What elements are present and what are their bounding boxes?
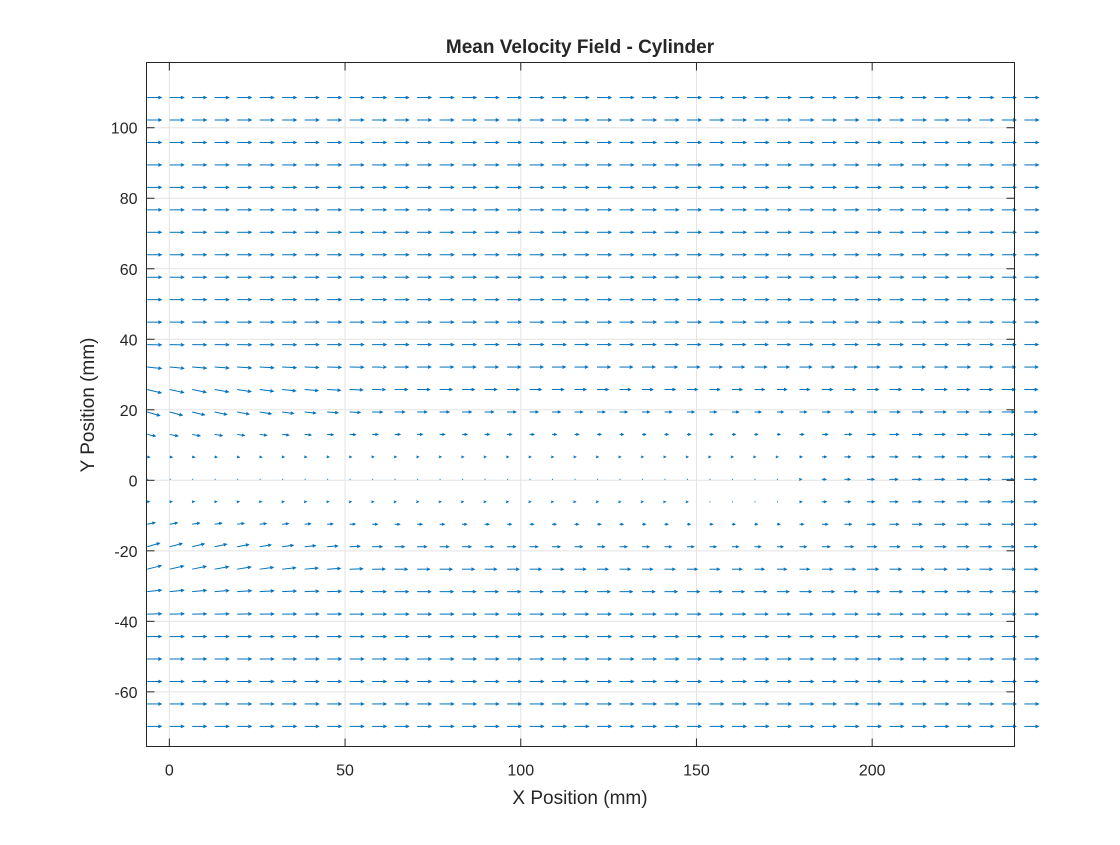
velocity-arrow: [462, 479, 463, 480]
velocity-arrow: [237, 479, 238, 480]
velocity-arrow: [192, 479, 193, 480]
y-tick-label: 60: [120, 262, 138, 279]
velocity-arrow: [754, 501, 755, 502]
x-axis-label: X Position (mm): [512, 788, 647, 809]
x-tick-label: 50: [336, 763, 354, 780]
velocity-arrow: [282, 479, 283, 480]
velocity-arrow: [485, 479, 486, 480]
velocity-arrow: [575, 479, 576, 480]
velocity-arrow: [417, 479, 418, 480]
velocity-arrow: [709, 501, 710, 502]
velocity-arrow: [260, 479, 261, 480]
velocity-arrow: [215, 479, 216, 480]
velocity-arrow: [147, 479, 148, 480]
velocity-arrow: [709, 479, 710, 480]
y-tick-label: 20: [120, 403, 138, 420]
velocity-arrow: [642, 479, 643, 480]
velocity-arrow: [440, 479, 441, 480]
velocity-arrow: [664, 479, 665, 480]
velocity-arrow: [799, 456, 801, 458]
y-axis-label: Y Position (mm): [78, 338, 99, 473]
velocity-arrow: [687, 479, 688, 480]
velocity-arrow: [754, 479, 755, 480]
velocity-arrow: [620, 479, 621, 480]
y-tick-label: -60: [114, 685, 137, 702]
velocity-arrow: [732, 501, 733, 502]
x-tick-label: 150: [683, 763, 710, 780]
velocity-arrow: [327, 479, 328, 480]
velocity-arrow: [507, 479, 508, 480]
x-tick-label: 100: [507, 763, 534, 780]
velocity-arrow: [777, 501, 778, 502]
velocity-arrow: [799, 501, 801, 503]
velocity-arrow: [305, 479, 306, 480]
y-tick-label: 80: [120, 191, 138, 208]
velocity-arrow: [372, 479, 373, 480]
velocity-arrow: [395, 479, 396, 480]
velocity-arrow: [732, 479, 733, 480]
y-tick-label: 100: [111, 121, 138, 138]
velocity-arrow: [597, 479, 598, 480]
x-tick-label: 0: [165, 763, 174, 780]
velocity-arrow: [530, 479, 531, 480]
chart-title: Mean Velocity Field - Cylinder: [446, 37, 715, 58]
x-tick-label: 200: [859, 763, 886, 780]
y-tick-label: -20: [114, 544, 137, 561]
y-tick-label: -40: [114, 614, 137, 631]
velocity-arrow: [552, 479, 553, 480]
y-tick-label: 0: [129, 473, 138, 490]
velocity-arrow: [350, 479, 351, 480]
y-tick-label: 40: [120, 332, 138, 349]
velocity-arrow: [170, 479, 171, 480]
velocity-arrow: [777, 479, 778, 480]
